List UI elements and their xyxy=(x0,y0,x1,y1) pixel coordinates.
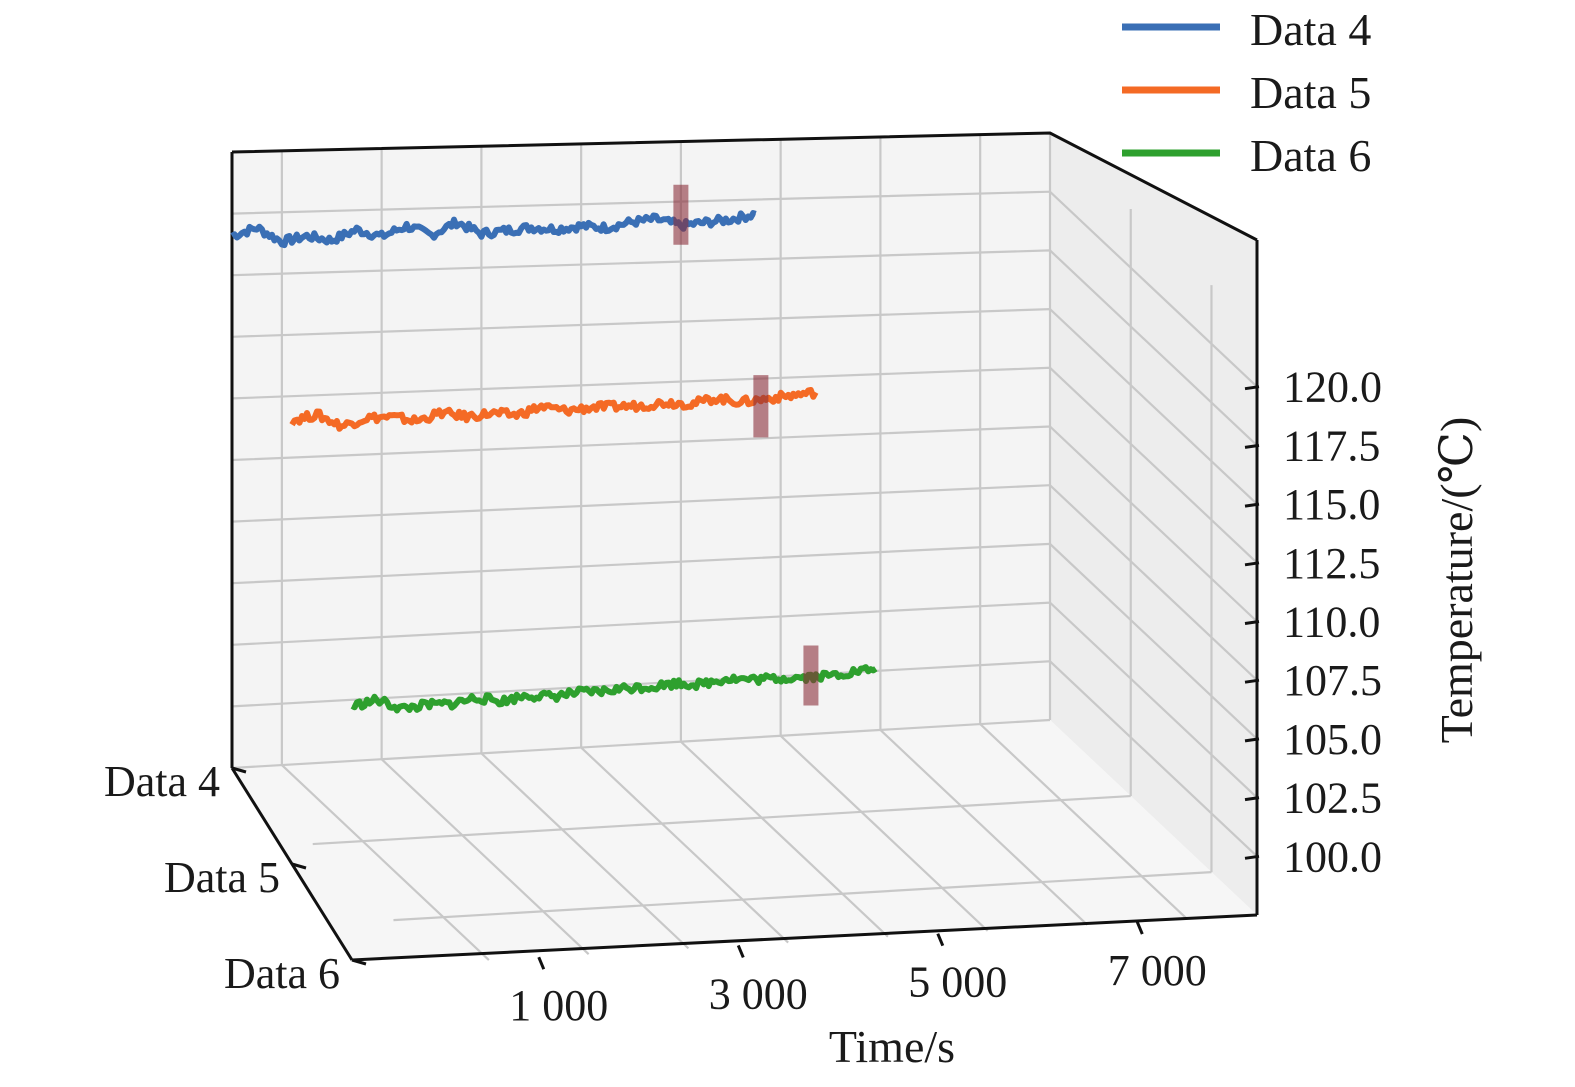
x-tick xyxy=(736,944,745,959)
z-tick xyxy=(1244,385,1260,391)
floor-pane xyxy=(232,720,1257,960)
z-axis-title: Temperature/(℃) xyxy=(1431,417,1482,744)
top-back-edge xyxy=(231,131,1258,242)
back-pane xyxy=(232,133,1050,768)
z-tick xyxy=(1244,737,1260,743)
z-tick xyxy=(1244,443,1260,449)
z-tick-label: 120.0 xyxy=(1283,363,1382,412)
x-tick xyxy=(537,956,546,970)
z-tick-label: 100.0 xyxy=(1283,832,1382,881)
z-tick-label: 115.0 xyxy=(1283,480,1380,529)
floor-grid-line xyxy=(979,723,1188,920)
floor-grid-line xyxy=(680,740,889,938)
z-tick xyxy=(1244,620,1260,625)
floor-grid-line xyxy=(480,752,690,950)
series-line-data-6 xyxy=(350,664,878,714)
series-line-data-4 xyxy=(230,210,757,249)
y-category-label: Data 5 xyxy=(164,853,280,902)
floor-grid-line xyxy=(281,764,490,961)
y-tick xyxy=(231,766,247,774)
axis-ticks: 100.0 102.5 105.0 107.5 110.0 112.5 115.0 117.5… xyxy=(104,363,1382,1030)
x-axis-line xyxy=(351,913,1258,962)
x-tick xyxy=(936,933,945,947)
x-axis-title: Time/s xyxy=(829,1021,955,1072)
data-series xyxy=(230,184,878,714)
box-frame xyxy=(230,131,1259,962)
z-tick xyxy=(1244,796,1260,802)
z-tick-label: 105.0 xyxy=(1283,715,1382,764)
y-tick xyxy=(351,958,367,966)
z-tick xyxy=(1244,678,1260,684)
z-tick-label: 110.0 xyxy=(1283,598,1380,647)
x-tick-label: 3 000 xyxy=(709,969,808,1018)
y-category-label: Data 6 xyxy=(224,949,340,998)
z-tick-label: 107.5 xyxy=(1283,656,1382,705)
x-tick-label: 1 000 xyxy=(509,981,608,1030)
x-tick-label: 7 000 xyxy=(1108,946,1207,995)
legend-label-data-4: Data 4 xyxy=(1250,4,1371,55)
z-tick xyxy=(1244,854,1260,860)
floor-grid-line xyxy=(779,735,989,932)
series-line-data-5 xyxy=(289,387,819,432)
floor-depth-line xyxy=(393,871,1212,922)
z-tick xyxy=(1244,561,1260,567)
floor-depth-line xyxy=(231,718,1051,770)
floor-depth-line xyxy=(312,794,1131,846)
floor-grid-line xyxy=(879,729,1089,926)
legend: Data 4 Data 5 Data 6 xyxy=(1122,4,1371,181)
x-tick xyxy=(1135,921,1144,935)
z-tick-label: 112.5 xyxy=(1283,539,1380,588)
z-tick xyxy=(1244,502,1260,508)
z-tick-label: 102.5 xyxy=(1283,774,1382,823)
y-tick xyxy=(291,862,307,870)
y-category-label: Data 4 xyxy=(104,757,220,806)
legend-label-data-6: Data 6 xyxy=(1250,130,1371,181)
legend-label-data-5: Data 5 xyxy=(1250,67,1371,118)
floor-grid-line xyxy=(380,758,590,956)
floor-grid-line xyxy=(580,746,789,944)
z-tick-label: 117.5 xyxy=(1283,421,1380,470)
x-tick-label: 5 000 xyxy=(908,958,1007,1007)
